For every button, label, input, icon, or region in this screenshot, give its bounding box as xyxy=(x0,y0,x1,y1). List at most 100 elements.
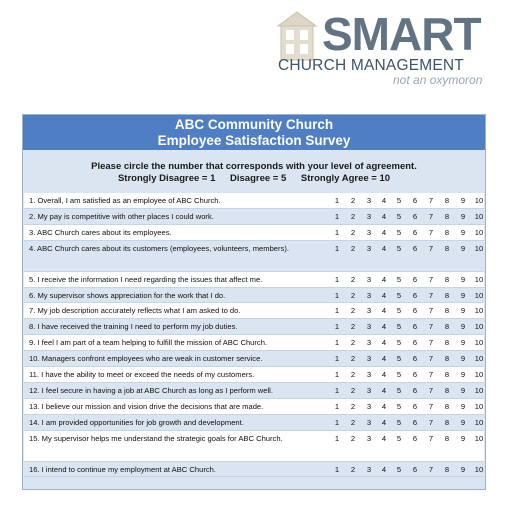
rating-option[interactable]: 3 xyxy=(366,322,372,332)
rating-option[interactable]: 7 xyxy=(428,274,434,284)
rating-option[interactable]: 5 xyxy=(396,385,402,395)
rating-option[interactable]: 3 xyxy=(366,290,372,300)
rating-option[interactable]: 7 xyxy=(428,433,434,443)
rating-option[interactable]: 5 xyxy=(396,433,402,443)
rating-option[interactable]: 5 xyxy=(396,211,402,221)
rating-option[interactable]: 2 xyxy=(350,274,356,284)
rating-option[interactable]: 1 xyxy=(334,227,340,237)
rating-option[interactable]: 8 xyxy=(444,211,450,221)
rating-option[interactable]: 9 xyxy=(460,322,466,332)
rating-option[interactable]: 8 xyxy=(444,322,450,332)
rating-option[interactable]: 7 xyxy=(428,211,434,221)
rating-option[interactable]: 1 xyxy=(334,196,340,205)
rating-option[interactable]: 10 xyxy=(474,385,484,395)
rating-option[interactable]: 9 xyxy=(460,354,466,364)
rating-option[interactable]: 3 xyxy=(366,354,372,364)
rating-option[interactable]: 10 xyxy=(474,211,484,221)
rating-option[interactable]: 4 xyxy=(381,354,387,364)
rating-option[interactable]: 2 xyxy=(350,370,356,380)
rating-option[interactable]: 3 xyxy=(366,211,372,221)
rating-option[interactable]: 7 xyxy=(428,385,434,395)
rating-option[interactable]: 3 xyxy=(366,417,372,427)
rating-option[interactable]: 3 xyxy=(366,401,372,411)
rating-option[interactable]: 7 xyxy=(428,196,434,205)
rating-option[interactable]: 8 xyxy=(444,243,450,253)
rating-option[interactable]: 4 xyxy=(381,401,387,411)
rating-option[interactable]: 10 xyxy=(474,274,484,284)
rating-option[interactable]: 9 xyxy=(460,243,466,253)
rating-option[interactable]: 2 xyxy=(350,464,356,474)
rating-option[interactable]: 7 xyxy=(428,354,434,364)
rating-option[interactable]: 2 xyxy=(350,196,356,205)
rating-option[interactable]: 7 xyxy=(428,227,434,237)
rating-option[interactable]: 9 xyxy=(460,417,466,427)
rating-option[interactable]: 6 xyxy=(412,211,418,221)
rating-option[interactable]: 8 xyxy=(444,227,450,237)
rating-option[interactable]: 10 xyxy=(474,322,484,332)
rating-option[interactable]: 2 xyxy=(350,354,356,364)
rating-option[interactable]: 2 xyxy=(350,243,356,253)
rating-option[interactable]: 4 xyxy=(381,227,387,237)
rating-option[interactable]: 8 xyxy=(444,274,450,284)
rating-option[interactable]: 6 xyxy=(412,196,418,205)
rating-option[interactable]: 7 xyxy=(428,401,434,411)
rating-option[interactable]: 3 xyxy=(366,274,372,284)
rating-option[interactable]: 9 xyxy=(460,211,466,221)
rating-option[interactable]: 4 xyxy=(381,338,387,348)
rating-option[interactable]: 2 xyxy=(350,290,356,300)
rating-option[interactable]: 2 xyxy=(350,417,356,427)
rating-option[interactable]: 10 xyxy=(474,338,484,348)
rating-option[interactable]: 7 xyxy=(428,464,434,474)
rating-option[interactable]: 1 xyxy=(334,306,340,316)
rating-option[interactable]: 6 xyxy=(412,243,418,253)
rating-option[interactable]: 7 xyxy=(428,290,434,300)
rating-option[interactable]: 6 xyxy=(412,306,418,316)
rating-option[interactable]: 5 xyxy=(396,417,402,427)
rating-option[interactable]: 2 xyxy=(350,401,356,411)
rating-option[interactable]: 1 xyxy=(334,401,340,411)
rating-option[interactable]: 4 xyxy=(381,196,387,205)
rating-option[interactable]: 2 xyxy=(350,322,356,332)
rating-option[interactable]: 10 xyxy=(474,290,484,300)
rating-option[interactable]: 8 xyxy=(444,354,450,364)
rating-option[interactable]: 8 xyxy=(444,401,450,411)
rating-option[interactable]: 1 xyxy=(334,211,340,221)
rating-option[interactable]: 10 xyxy=(474,243,484,253)
rating-option[interactable]: 10 xyxy=(474,354,484,364)
rating-option[interactable]: 5 xyxy=(396,243,402,253)
rating-option[interactable]: 2 xyxy=(350,227,356,237)
rating-option[interactable]: 1 xyxy=(334,417,340,427)
rating-option[interactable]: 2 xyxy=(350,338,356,348)
rating-option[interactable]: 9 xyxy=(460,338,466,348)
rating-option[interactable]: 6 xyxy=(412,385,418,395)
rating-option[interactable]: 9 xyxy=(460,370,466,380)
rating-option[interactable]: 5 xyxy=(396,274,402,284)
rating-option[interactable]: 3 xyxy=(366,385,372,395)
rating-option[interactable]: 3 xyxy=(366,227,372,237)
rating-option[interactable]: 9 xyxy=(460,290,466,300)
rating-option[interactable]: 1 xyxy=(334,354,340,364)
rating-option[interactable]: 1 xyxy=(334,243,340,253)
rating-option[interactable]: 6 xyxy=(412,274,418,284)
rating-option[interactable]: 6 xyxy=(412,401,418,411)
rating-option[interactable]: 4 xyxy=(381,306,387,316)
rating-option[interactable]: 3 xyxy=(366,243,372,253)
rating-option[interactable]: 5 xyxy=(396,464,402,474)
rating-option[interactable]: 1 xyxy=(334,274,340,284)
rating-option[interactable]: 4 xyxy=(381,274,387,284)
rating-option[interactable]: 5 xyxy=(396,322,402,332)
rating-option[interactable]: 9 xyxy=(460,433,466,443)
rating-option[interactable]: 4 xyxy=(381,433,387,443)
rating-option[interactable]: 9 xyxy=(460,306,466,316)
rating-option[interactable]: 3 xyxy=(366,464,372,474)
rating-option[interactable]: 10 xyxy=(474,370,484,380)
rating-option[interactable]: 4 xyxy=(381,290,387,300)
rating-option[interactable]: 8 xyxy=(444,290,450,300)
rating-option[interactable]: 1 xyxy=(334,370,340,380)
rating-option[interactable]: 8 xyxy=(444,196,450,205)
rating-option[interactable]: 10 xyxy=(474,464,484,474)
rating-option[interactable]: 4 xyxy=(381,211,387,221)
rating-option[interactable]: 6 xyxy=(412,354,418,364)
rating-option[interactable]: 7 xyxy=(428,306,434,316)
rating-option[interactable]: 7 xyxy=(428,322,434,332)
